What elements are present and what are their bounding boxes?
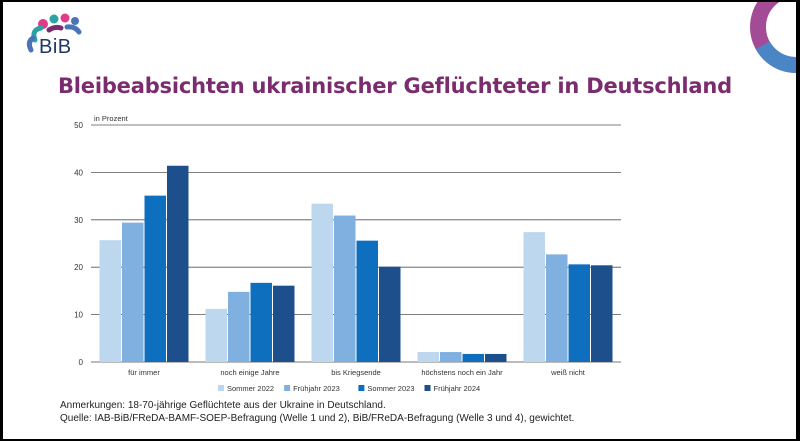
bar: [379, 266, 401, 362]
bib-logo-icon: [26, 13, 82, 53]
bar: [167, 165, 189, 362]
y-tick-label: 30: [74, 216, 83, 225]
bar: [273, 285, 295, 362]
corner-decoration: [750, 2, 796, 73]
legend-label: Sommer 2023: [367, 384, 414, 393]
y-axis-label: in Prozent: [94, 114, 129, 123]
legend-label: Sommer 2022: [227, 384, 274, 393]
notes: Anmerkungen: 18-70-jährige Geflüchtete a…: [60, 399, 574, 425]
bar: [205, 308, 227, 362]
bar: [356, 240, 378, 362]
bar: [440, 352, 462, 362]
notes-annotation: Anmerkungen: 18-70-jährige Geflüchtete a…: [60, 400, 386, 411]
y-tick-label: 0: [79, 358, 84, 367]
bar: [546, 254, 568, 362]
x-category-label: weiß nicht: [550, 368, 586, 377]
bar: [462, 353, 484, 362]
slide: BiB Bleibeabsichten ukrainischer Geflüch…: [3, 2, 796, 439]
bar: [99, 240, 121, 362]
x-category-label: für immer: [128, 368, 160, 377]
x-category-label: noch einige Jahre: [220, 368, 279, 377]
y-tick-label: 20: [74, 263, 83, 272]
page-title: Bleibeabsichten ukrainischer Geflüchtete…: [58, 74, 732, 98]
x-category-label: höchstens noch ein Jahr: [421, 368, 503, 377]
y-tick-label: 10: [74, 311, 83, 320]
bar: [122, 222, 144, 362]
legend-swatch: [358, 385, 365, 391]
x-category-label: bis Kriegsende: [331, 368, 381, 377]
bar-chart: 0 10 20 30 40 50 in Prozent für immer noch einig…: [74, 114, 621, 393]
bar: [228, 291, 250, 362]
legend-swatch: [284, 385, 291, 391]
bar: [485, 353, 507, 362]
bar: [250, 282, 272, 362]
legend-swatch: [424, 385, 431, 391]
bar: [417, 352, 439, 362]
logo-text: BiB: [39, 36, 72, 58]
legend-label: Frühjahr 2024: [434, 384, 481, 393]
bar: [523, 232, 545, 362]
bar: [144, 195, 166, 362]
legend-swatch: [218, 385, 224, 391]
legend-label: Frühjahr 2023: [293, 384, 340, 393]
bar: [334, 215, 356, 362]
bar: [568, 264, 590, 362]
bar: [311, 203, 333, 362]
y-tick-label: 50: [74, 121, 83, 130]
bar: [591, 265, 613, 362]
y-tick-label: 40: [74, 168, 83, 177]
notes-source: Quelle: IAB-BiB/FReDA-BAMF-SOEP-Befragun…: [60, 413, 575, 424]
